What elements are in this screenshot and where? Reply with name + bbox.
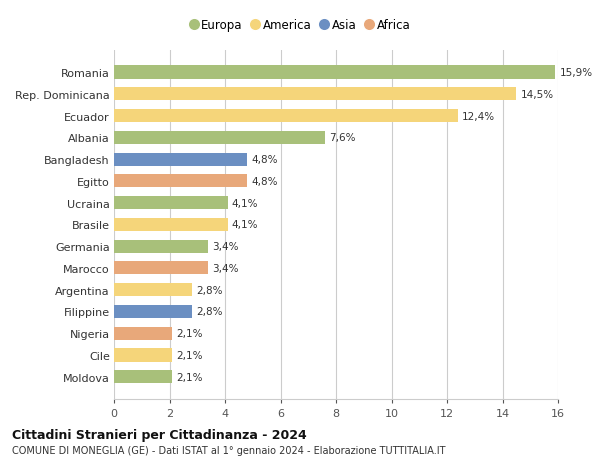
Text: Cittadini Stranieri per Cittadinanza - 2024: Cittadini Stranieri per Cittadinanza - 2… [12,428,307,442]
Bar [114,196,228,210]
Legend: Europa, America, Asia, Africa: Europa, America, Asia, Africa [186,15,415,37]
Text: 2,1%: 2,1% [176,372,203,382]
Text: 2,8%: 2,8% [196,285,223,295]
Text: 3,4%: 3,4% [212,263,239,274]
Text: 7,6%: 7,6% [329,133,356,143]
Bar [114,240,208,253]
Bar [114,88,517,101]
Text: 12,4%: 12,4% [462,112,496,121]
Text: 3,4%: 3,4% [212,241,239,252]
Text: 2,8%: 2,8% [196,307,223,317]
Text: 4,1%: 4,1% [232,220,259,230]
Text: 15,9%: 15,9% [559,68,593,78]
Bar [114,327,172,340]
Text: COMUNE DI MONEGLIA (GE) - Dati ISTAT al 1° gennaio 2024 - Elaborazione TUTTITALI: COMUNE DI MONEGLIA (GE) - Dati ISTAT al … [12,446,445,455]
Text: 4,8%: 4,8% [251,155,278,165]
Text: 14,5%: 14,5% [521,90,554,100]
Bar [114,218,228,231]
Bar [114,262,208,275]
Bar [114,370,172,383]
Text: 2,1%: 2,1% [176,350,203,360]
Bar [114,284,192,297]
Bar [114,153,247,166]
Bar [114,175,247,188]
Bar [114,132,325,145]
Text: 2,1%: 2,1% [176,329,203,338]
Text: 4,1%: 4,1% [232,198,259,208]
Bar [114,349,172,362]
Bar [114,305,192,318]
Bar [114,67,555,79]
Bar [114,110,458,123]
Text: 4,8%: 4,8% [251,176,278,186]
